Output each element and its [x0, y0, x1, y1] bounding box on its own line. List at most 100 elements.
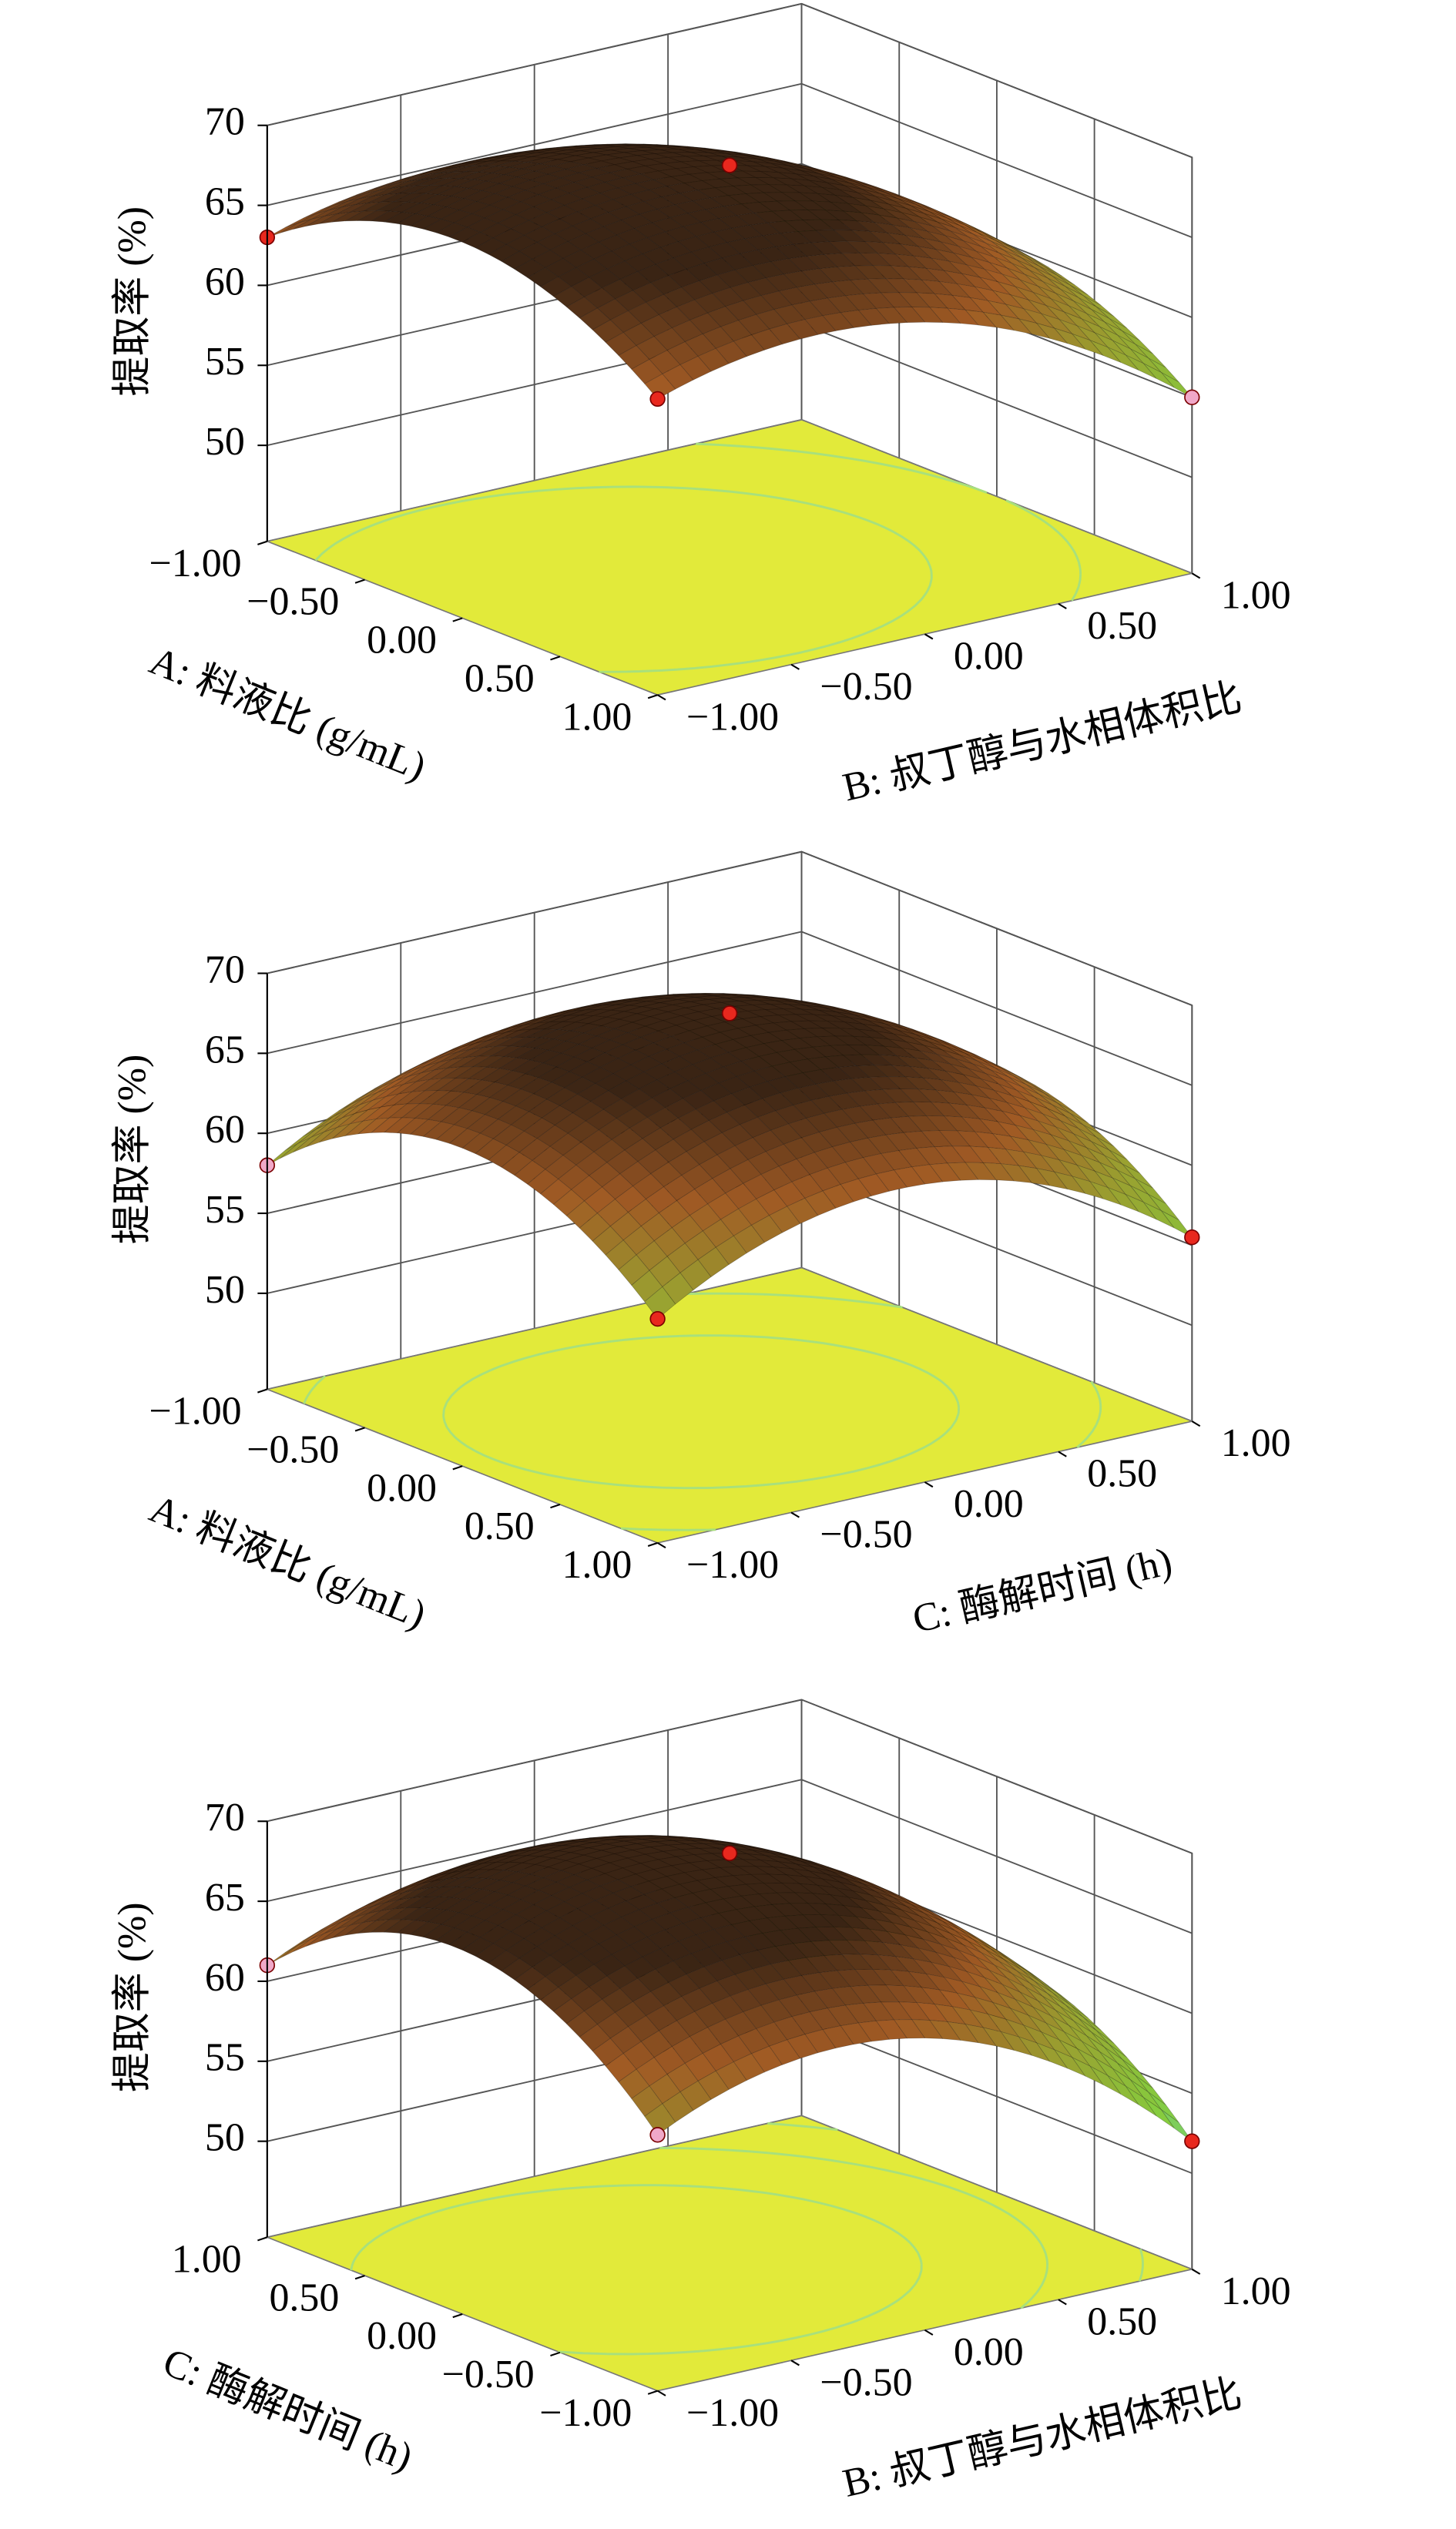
x-tick-label: 0.50: [269, 2276, 339, 2319]
z-axis-title: 提取率 (%): [110, 1055, 154, 1245]
y-tick-label: 0.50: [1087, 1452, 1157, 1496]
surface-cell: [293, 1933, 324, 1952]
x-tick-label: 1.00: [172, 2237, 242, 2281]
y-tick: [1058, 1451, 1067, 1457]
x-tick-label: 1.00: [562, 695, 632, 739]
contour: [314, 485, 933, 673]
y-tick: [924, 633, 934, 640]
y-tick-label: −1.00: [686, 2391, 779, 2435]
surface-cell: [1053, 2048, 1086, 2077]
y-tick: [790, 663, 800, 670]
y-tick: [657, 2390, 666, 2397]
x-tick-label: 0.00: [367, 1466, 437, 1510]
design-point: [649, 1310, 666, 1327]
x-tick-label: 1.00: [562, 1543, 632, 1587]
y-tick: [1191, 1420, 1201, 1427]
x-tick: [452, 2313, 463, 2319]
y-tick-label: −0.50: [820, 1513, 912, 1557]
surface-cell: [769, 1206, 801, 1233]
z-tick-label: 65: [205, 1876, 245, 1920]
design-point: [1184, 389, 1200, 405]
x-tick: [452, 617, 463, 622]
x-tick-label: −0.50: [247, 1427, 339, 1471]
y-tick: [1191, 2268, 1201, 2275]
surface-cell: [1106, 1186, 1139, 1213]
z-tick-label: 65: [205, 1028, 245, 1072]
surface-cell: [946, 307, 979, 326]
x-tick-label: −1.00: [149, 542, 242, 585]
surface-cell: [1053, 1171, 1086, 1194]
z-tick-label: 70: [205, 100, 245, 144]
design-point: [721, 1845, 738, 1861]
x-tick: [354, 2275, 365, 2280]
x-tick: [647, 1541, 658, 1548]
z-tick-label: 65: [205, 179, 245, 223]
surface-cell: [715, 340, 747, 364]
y-tick-label: 0.50: [1087, 604, 1157, 648]
contour: [350, 2184, 923, 2356]
z-tick-label: 60: [205, 1108, 245, 1152]
z-tick-label: 50: [205, 2116, 245, 2160]
x-tick: [647, 2390, 658, 2395]
design-point: [721, 1005, 738, 1021]
z-tick-label: 55: [205, 2036, 245, 2080]
surface-cell: [280, 1938, 311, 1959]
design-point: [1184, 2133, 1200, 2149]
surface-cell: [822, 2025, 854, 2049]
surface-cell: [893, 307, 926, 324]
x-tick: [354, 579, 365, 584]
surface-cell: [750, 1215, 783, 1243]
y-tick-label: 1.00: [1221, 1421, 1291, 1465]
y-tick-label: 0.00: [954, 1482, 1024, 1526]
contour: [696, 442, 1082, 602]
x-tick-label: 0.50: [465, 1504, 535, 1548]
surface-cell: [787, 2034, 819, 2059]
x-tick-label: −0.50: [247, 580, 339, 624]
x-axis-title: C: 酶解时间 (h): [157, 2340, 419, 2480]
grid-line: [267, 850, 1193, 1006]
y-tick: [657, 694, 666, 701]
y-tick: [790, 1511, 800, 1518]
z-tick-label: 70: [205, 948, 245, 991]
surface-cell: [1142, 2097, 1175, 2128]
surface-cell: [697, 347, 730, 372]
z-tick-label: 70: [205, 1796, 245, 1840]
y-tick-label: 1.00: [1221, 2269, 1291, 2313]
y-tick-label: 1.00: [1221, 573, 1291, 617]
x-tick: [354, 1427, 365, 1432]
surface-cell: [662, 364, 694, 390]
design-point: [649, 2127, 666, 2143]
surface-cell: [280, 1137, 311, 1159]
x-tick: [257, 1388, 268, 1394]
y-tick: [1058, 2299, 1067, 2306]
y-tick: [1191, 572, 1201, 579]
contour: [442, 1334, 961, 1490]
surface-cell: [840, 2022, 872, 2045]
surface-cell: [787, 1198, 819, 1224]
x-tick: [257, 540, 268, 545]
surface-cell: [893, 1166, 926, 1188]
surface-cell: [928, 2020, 961, 2041]
surface-cell: [1000, 1163, 1032, 1183]
y-tick: [657, 1541, 666, 1549]
y-tick-label: −0.50: [820, 665, 912, 709]
y-tick-label: 0.50: [1087, 2299, 1157, 2343]
y-tick: [1058, 602, 1067, 609]
x-tick: [257, 2236, 268, 2242]
contour: [659, 2146, 1049, 2309]
x-tick-label: 0.00: [367, 2314, 437, 2358]
z-axis-title: 提取率 (%): [110, 1902, 154, 2092]
z-axis-title: 提取率 (%): [110, 206, 154, 397]
y-tick-label: −0.50: [820, 2360, 912, 2404]
x-tick-label: −1.00: [539, 2391, 632, 2435]
z-tick-label: 60: [205, 260, 245, 304]
z-tick-label: 50: [205, 420, 245, 464]
x-tick-label: −0.50: [442, 2353, 535, 2397]
contour: [303, 1292, 1102, 1531]
design-point: [649, 391, 666, 408]
grid-line: [267, 1699, 1193, 1854]
surface-cell: [1018, 2036, 1051, 2062]
y-tick-label: −1.00: [686, 1543, 779, 1587]
